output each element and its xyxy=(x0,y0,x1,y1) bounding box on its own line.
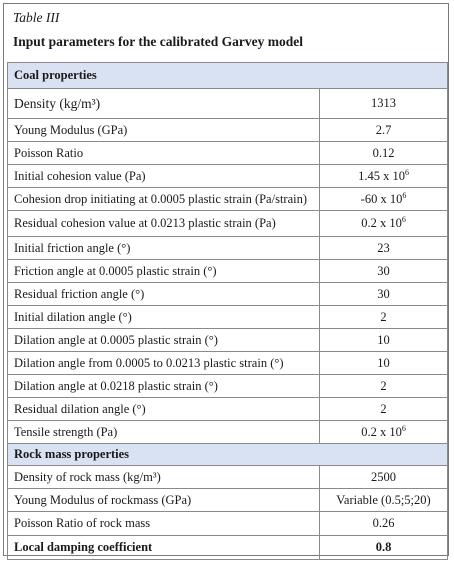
value-cell: 0.8 xyxy=(319,535,448,560)
table-row: Initial dilation angle (°) 2 xyxy=(7,305,448,329)
value-cell: 2 xyxy=(319,374,448,398)
value-cell: 1.45 x 106 xyxy=(319,164,448,188)
value-mantissa: 0.2 x 10 xyxy=(361,424,402,439)
param-cell: Poisson Ratio xyxy=(7,141,320,165)
param-cell: Local damping coefficient xyxy=(7,535,320,560)
section-heading-rock: Rock mass properties xyxy=(7,443,448,466)
value-cell: -60 x 106 xyxy=(319,187,448,211)
table-row: Friction angle at 0.0005 plastic strain … xyxy=(7,259,448,283)
value-mantissa: -60 x 10 xyxy=(360,191,403,206)
table-row: Young Modulus of rockmass (GPa) Variable… xyxy=(7,488,448,512)
value-cell: Variable (0.5;5;20) xyxy=(319,488,448,512)
value-cell: 30 xyxy=(319,259,448,283)
param-cell: Residual cohesion value at 0.0213 plasti… xyxy=(7,210,320,237)
value-cell: 2 xyxy=(319,397,448,421)
section-row-rock: Rock mass properties xyxy=(7,443,448,466)
param-cell: Dilation angle from 0.0005 to 0.0213 pla… xyxy=(7,351,320,375)
value-cell: 10 xyxy=(319,351,448,375)
value-cell: 10 xyxy=(319,328,448,352)
value-cell: 2 xyxy=(319,305,448,329)
value-cell: 0.26 xyxy=(319,511,448,536)
table-row: Density of rock mass (kg/m³) 2500 xyxy=(7,465,448,489)
table-row: Poisson Ratio of rock mass 0.26 xyxy=(7,511,448,536)
value-cell: 0.12 xyxy=(319,141,448,165)
value-cell: 2500 xyxy=(319,465,448,489)
table-label: Table III xyxy=(13,10,60,25)
table-row: Tensile strength (Pa) 0.2 x 106 xyxy=(7,420,448,444)
parameters-table: Coal properties Density (kg/m³) 1313 You… xyxy=(7,62,448,560)
param-cell: Friction angle at 0.0005 plastic strain … xyxy=(7,259,320,283)
param-cell: Initial dilation angle (°) xyxy=(7,305,320,329)
param-cell: Dilation angle at 0.0005 plastic strain … xyxy=(7,328,320,352)
table-row: Dilation angle at 0.0005 plastic strain … xyxy=(7,328,448,352)
value-exponent: 6 xyxy=(404,167,409,177)
value-exponent: 6 xyxy=(402,190,407,200)
table-row: Local damping coefficient 0.8 xyxy=(7,535,448,560)
param-cell: Young Modulus of rockmass (GPa) xyxy=(7,488,320,512)
value-cell: 1313 xyxy=(319,88,448,119)
value-cell: 0.2 x 106 xyxy=(319,420,448,444)
table-title: Input parameters for the calibrated Garv… xyxy=(13,34,303,49)
table-row: Residual dilation angle (°) 2 xyxy=(7,397,448,421)
value-exponent: 6 xyxy=(401,423,406,433)
param-cell: Density of rock mass (kg/m³) xyxy=(7,465,320,489)
param-cell: Initial friction angle (°) xyxy=(7,236,320,260)
value-cell: 2.7 xyxy=(319,118,448,142)
value-cell: 23 xyxy=(319,236,448,260)
table-row: Density (kg/m³) 1313 xyxy=(7,88,448,119)
table-row: Residual friction angle (°) 30 xyxy=(7,282,448,306)
table-frame: Table III Input parameters for the calib… xyxy=(3,3,449,560)
table-row: Residual cohesion value at 0.0213 plasti… xyxy=(7,210,448,237)
param-cell: Density (kg/m³) xyxy=(7,88,320,119)
table-row: Initial cohesion value (Pa) 1.45 x 106 xyxy=(7,164,448,188)
section-heading-coal: Coal properties xyxy=(7,62,448,89)
table-row: Initial friction angle (°) 23 xyxy=(7,236,448,260)
value-mantissa: 0.2 x 10 xyxy=(361,216,402,230)
param-cell: Poisson Ratio of rock mass xyxy=(7,511,320,536)
value-cell: 0.2 x 106 xyxy=(319,210,448,237)
param-cell: Cohesion drop initiating at 0.0005 plast… xyxy=(7,187,320,211)
param-cell: Initial cohesion value (Pa) xyxy=(7,164,320,188)
table-row: Dilation angle at 0.0218 plastic strain … xyxy=(7,374,448,398)
value-cell: 30 xyxy=(319,282,448,306)
table-row: Poisson Ratio 0.12 xyxy=(7,141,448,165)
param-cell: Residual dilation angle (°) xyxy=(7,397,320,421)
table-caption: Table III Input parameters for the calib… xyxy=(4,4,448,59)
section-row-coal: Coal properties xyxy=(7,62,448,89)
param-cell: Dilation angle at 0.0218 plastic strain … xyxy=(7,374,320,398)
table-row: Cohesion drop initiating at 0.0005 plast… xyxy=(7,187,448,211)
param-cell: Young Modulus (GPa) xyxy=(7,118,320,142)
value-mantissa: 1.45 x 10 xyxy=(358,168,405,183)
table-row: Dilation angle from 0.0005 to 0.0213 pla… xyxy=(7,351,448,375)
table-row: Young Modulus (GPa) 2.7 xyxy=(7,118,448,142)
param-cell: Residual friction angle (°) xyxy=(7,282,320,306)
param-cell: Tensile strength (Pa) xyxy=(7,420,320,444)
value-exponent: 6 xyxy=(401,215,406,224)
